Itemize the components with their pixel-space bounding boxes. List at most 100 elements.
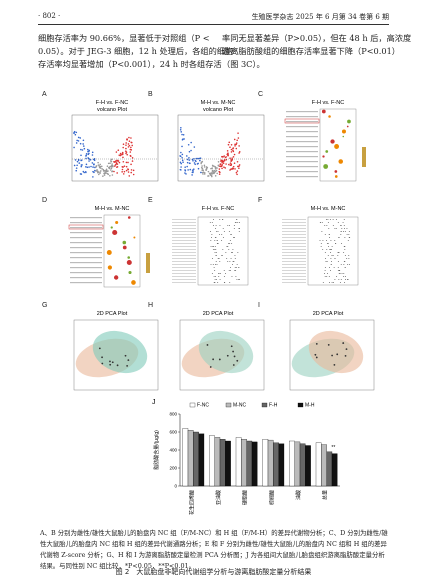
panel-plot: F-H vs. F-NC [172, 206, 249, 286]
panel-plot: 2D PCA Plot [289, 311, 375, 391]
dot [97, 161, 99, 164]
dot [211, 164, 214, 167]
dot [219, 165, 222, 168]
dot [102, 170, 105, 172]
dot [184, 172, 186, 174]
label-bar [172, 252, 196, 253]
dot [121, 165, 124, 168]
dot [202, 169, 204, 172]
label-bar [172, 225, 196, 226]
label-bar [282, 225, 306, 226]
dot [227, 152, 229, 154]
bar [321, 444, 327, 487]
dot [328, 228, 330, 229]
dot [84, 170, 87, 173]
dot [112, 165, 114, 168]
dot [232, 147, 234, 150]
panel-letter: J [152, 399, 156, 406]
dot [82, 139, 85, 142]
dot [234, 143, 236, 146]
panel-title: M-H vs. M-NC [95, 206, 130, 212]
dot [125, 152, 127, 155]
dot [235, 276, 237, 277]
dot [347, 279, 349, 280]
dot [188, 162, 191, 165]
label-bar [172, 234, 196, 235]
dot [215, 249, 217, 250]
dot [238, 152, 240, 154]
dot [338, 273, 340, 274]
dot [326, 225, 328, 226]
dot [73, 164, 76, 167]
dot [189, 168, 192, 171]
dot [222, 162, 225, 165]
plot-frame [179, 319, 265, 391]
dot [344, 282, 346, 283]
dot [125, 147, 127, 150]
dot [338, 279, 340, 280]
dot [344, 279, 346, 280]
dot [200, 162, 202, 165]
dot [122, 173, 125, 175]
dot [340, 264, 342, 265]
dot [232, 264, 234, 265]
dot [332, 255, 334, 256]
dot [127, 216, 131, 219]
dot [101, 168, 103, 170]
label-bar [172, 258, 196, 259]
dot [88, 158, 91, 160]
dot [227, 261, 229, 262]
dot [321, 109, 326, 114]
dot [346, 228, 348, 229]
label-bar [282, 222, 306, 223]
panel-letter: E [148, 197, 153, 204]
label-bar [282, 249, 306, 250]
dot [231, 167, 234, 170]
dot [188, 157, 190, 159]
dot [89, 158, 92, 161]
dot [97, 164, 100, 166]
dot [231, 276, 233, 277]
dot [339, 270, 341, 271]
dot [130, 146, 132, 149]
dot [221, 255, 223, 256]
dot [212, 169, 214, 172]
dot [193, 146, 196, 148]
dot [236, 219, 238, 220]
dot [210, 174, 213, 177]
dot [332, 225, 334, 226]
dot [119, 152, 122, 155]
dot [73, 130, 76, 133]
dot [328, 276, 330, 277]
dot [74, 133, 77, 136]
dot [121, 152, 124, 154]
dot [212, 246, 214, 247]
dot [210, 246, 212, 247]
label-bar [282, 267, 306, 268]
dot [186, 165, 188, 168]
bar [198, 433, 205, 487]
dot [130, 137, 132, 139]
dot [113, 161, 116, 163]
dot [129, 151, 132, 153]
label-bar [70, 282, 102, 284]
dot [92, 170, 94, 173]
plot-frame [71, 114, 159, 182]
dot [339, 282, 341, 283]
label-bar [282, 243, 306, 244]
dot [131, 160, 134, 162]
dot [107, 166, 110, 169]
dot [213, 276, 215, 277]
dot [205, 169, 207, 172]
dot [237, 165, 239, 168]
dot [211, 171, 214, 173]
plot-frame [197, 216, 249, 286]
dot [207, 170, 210, 173]
dot [181, 156, 183, 159]
dot [91, 154, 94, 156]
dot [99, 167, 102, 169]
dot [95, 166, 97, 168]
dot [214, 166, 217, 169]
dot [127, 359, 130, 361]
label-bar [282, 231, 306, 232]
